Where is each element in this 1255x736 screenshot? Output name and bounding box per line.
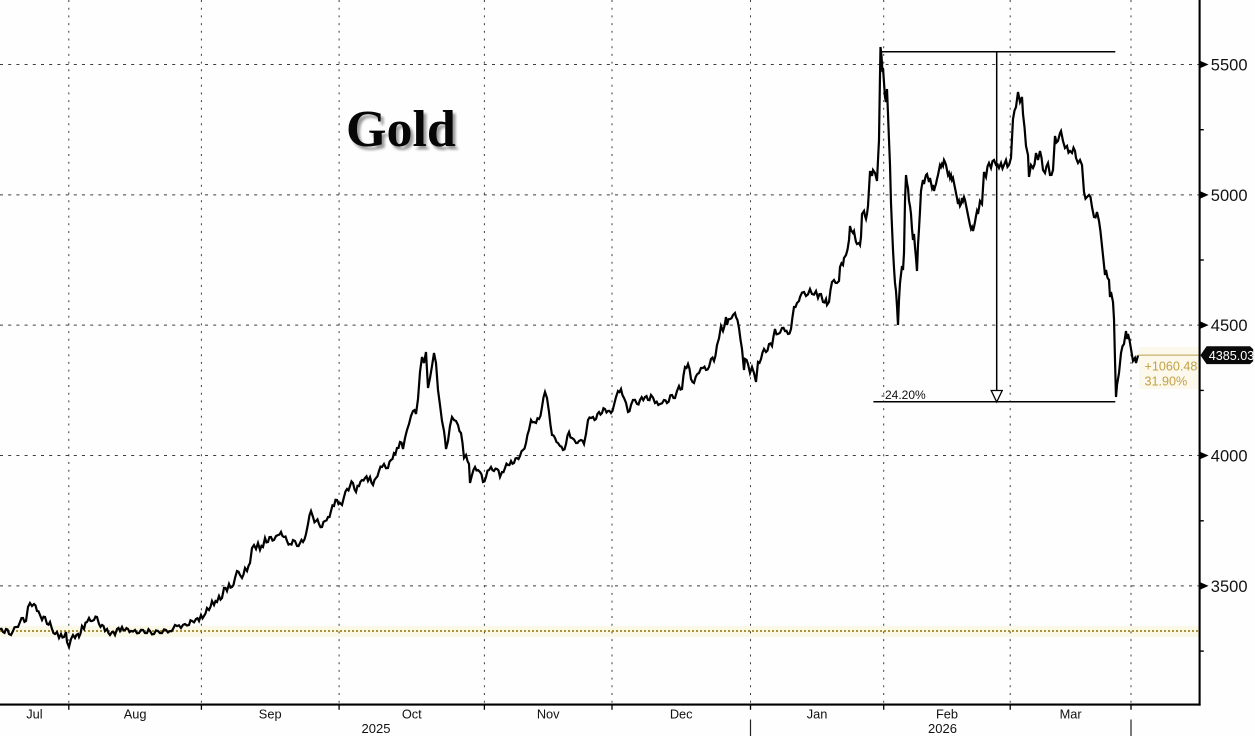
- svg-text:Aug: Aug: [124, 706, 147, 721]
- svg-text:5000: 5000: [1211, 187, 1248, 205]
- svg-text:5500: 5500: [1211, 56, 1248, 74]
- svg-text:Sep: Sep: [259, 706, 282, 721]
- svg-text:4000: 4000: [1211, 447, 1248, 465]
- svg-text:Gold: Gold: [346, 101, 456, 158]
- svg-text:4385.03: 4385.03: [1209, 349, 1255, 363]
- svg-text:Feb: Feb: [936, 706, 958, 721]
- svg-text:Oct: Oct: [402, 706, 422, 721]
- svg-text:Jul: Jul: [26, 706, 42, 721]
- svg-text:2026: 2026: [928, 721, 957, 736]
- svg-text:Nov: Nov: [537, 706, 560, 721]
- svg-text:3500: 3500: [1211, 578, 1248, 596]
- svg-text:31.90%: 31.90%: [1145, 374, 1188, 388]
- svg-text:Mar: Mar: [1060, 706, 1083, 721]
- svg-text:Jan: Jan: [807, 706, 828, 721]
- svg-text:+1060.48: +1060.48: [1145, 359, 1198, 373]
- svg-text:2025: 2025: [362, 721, 391, 736]
- svg-text:Dec: Dec: [670, 706, 693, 721]
- svg-text:-24.20%: -24.20%: [881, 388, 926, 402]
- svg-text:4500: 4500: [1211, 317, 1248, 335]
